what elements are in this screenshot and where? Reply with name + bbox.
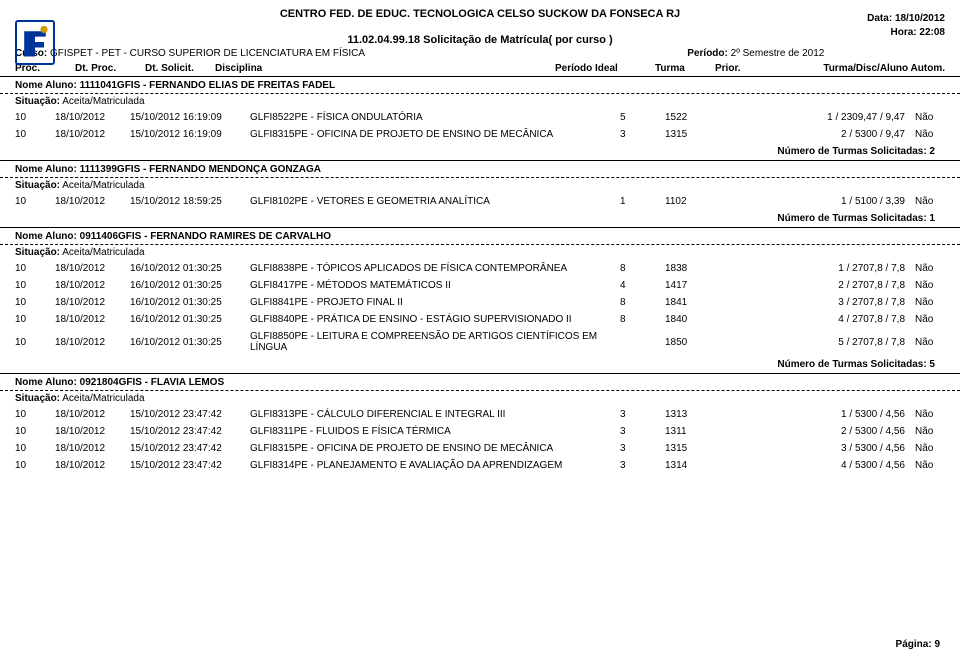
page-label: Página:: [896, 639, 932, 650]
situacao-row: Situação: Aceita/Matriculada: [0, 245, 960, 260]
date-value: 18/10/2012: [895, 13, 945, 24]
enrollment-row: 1018/10/201216/10/2012 01:30:25GLFI8840P…: [0, 311, 960, 328]
col-prior: Prior.: [715, 63, 765, 74]
page-footer: Página: 9: [896, 639, 940, 650]
report-title: 11.02.04.99.18 Solicitação de Matrícula(…: [0, 20, 960, 46]
col-turma: Turma: [655, 63, 715, 74]
institution-name: CENTRO FED. DE EDUC. TECNOLOGICA CELSO S…: [0, 0, 960, 20]
enrollment-row: 1018/10/201216/10/2012 01:30:25GLFI8841P…: [0, 294, 960, 311]
col-turmadisc: Turma/Disc/Aluno Autom.: [765, 63, 945, 74]
student-name-row: Nome Aluno: 0911406GFIS - FERNANDO RAMIR…: [0, 228, 960, 245]
situacao-row: Situação: Aceita/Matriculada: [0, 391, 960, 406]
situacao-row: Situação: Aceita/Matriculada: [0, 94, 960, 109]
turmas-solicitadas: Número de Turmas Solicitadas: 5: [0, 356, 960, 374]
student-name-row: Nome Aluno: 0921804GFIS - FLAVIA LEMOS: [0, 374, 960, 391]
col-dtsolic: Dt. Solicit.: [145, 63, 215, 74]
enrollment-row: 1018/10/201215/10/2012 23:47:42GLFI8315P…: [0, 440, 960, 457]
enrollment-row: 1018/10/201216/10/2012 01:30:25GLFI8838P…: [0, 260, 960, 277]
enrollment-row: 1018/10/201215/10/2012 16:19:09GLFI8522P…: [0, 109, 960, 126]
enrollment-row: 1018/10/201216/10/2012 01:30:25GLFI8417P…: [0, 277, 960, 294]
enrollment-row: 1018/10/201215/10/2012 18:59:25GLFI8102P…: [0, 193, 960, 210]
situacao-row: Situação: Aceita/Matriculada: [0, 178, 960, 193]
student-name-row: Nome Aluno: 1111041GFIS - FERNANDO ELIAS…: [0, 77, 960, 94]
page-number: 9: [934, 639, 940, 650]
report-meta: Data: 18/10/2012 Hora: 22:08: [867, 12, 945, 40]
col-dtproc: Dt. Proc.: [75, 63, 145, 74]
time-value: 22:08: [919, 27, 945, 38]
curso-value: GFISPET - PET - CURSO SUPERIOR DE LICENC…: [50, 48, 365, 59]
col-disciplina: Disciplina: [215, 63, 555, 74]
enrollment-row: 1018/10/201216/10/2012 01:30:25GLFI8850P…: [0, 328, 960, 356]
date-label: Data:: [867, 13, 892, 24]
periodo-value: 2º Semestre de 2012: [731, 48, 825, 59]
enrollment-row: 1018/10/201215/10/2012 23:47:42GLFI8311P…: [0, 423, 960, 440]
turmas-solicitadas: Número de Turmas Solicitadas: 1: [0, 210, 960, 228]
enrollment-row: 1018/10/201215/10/2012 23:47:42GLFI8314P…: [0, 457, 960, 474]
time-label: Hora:: [891, 27, 917, 38]
enrollment-row: 1018/10/201215/10/2012 16:19:09GLFI8315P…: [0, 126, 960, 143]
turmas-solicitadas: Número de Turmas Solicitadas: 2: [0, 143, 960, 161]
enrollment-row: 1018/10/201215/10/2012 23:47:42GLFI8313P…: [0, 406, 960, 423]
student-name-row: Nome Aluno: 1111399GFIS - FERNANDO MENDO…: [0, 161, 960, 178]
column-headers: Proc. Dt. Proc. Dt. Solicit. Disciplina …: [0, 61, 960, 77]
curso-row: Curso: GFISPET - PET - CURSO SUPERIOR DE…: [0, 46, 960, 61]
periodo-label: Período:: [687, 48, 728, 59]
col-periodo-ideal: Período Ideal: [555, 63, 655, 74]
institution-logo: [15, 20, 55, 65]
